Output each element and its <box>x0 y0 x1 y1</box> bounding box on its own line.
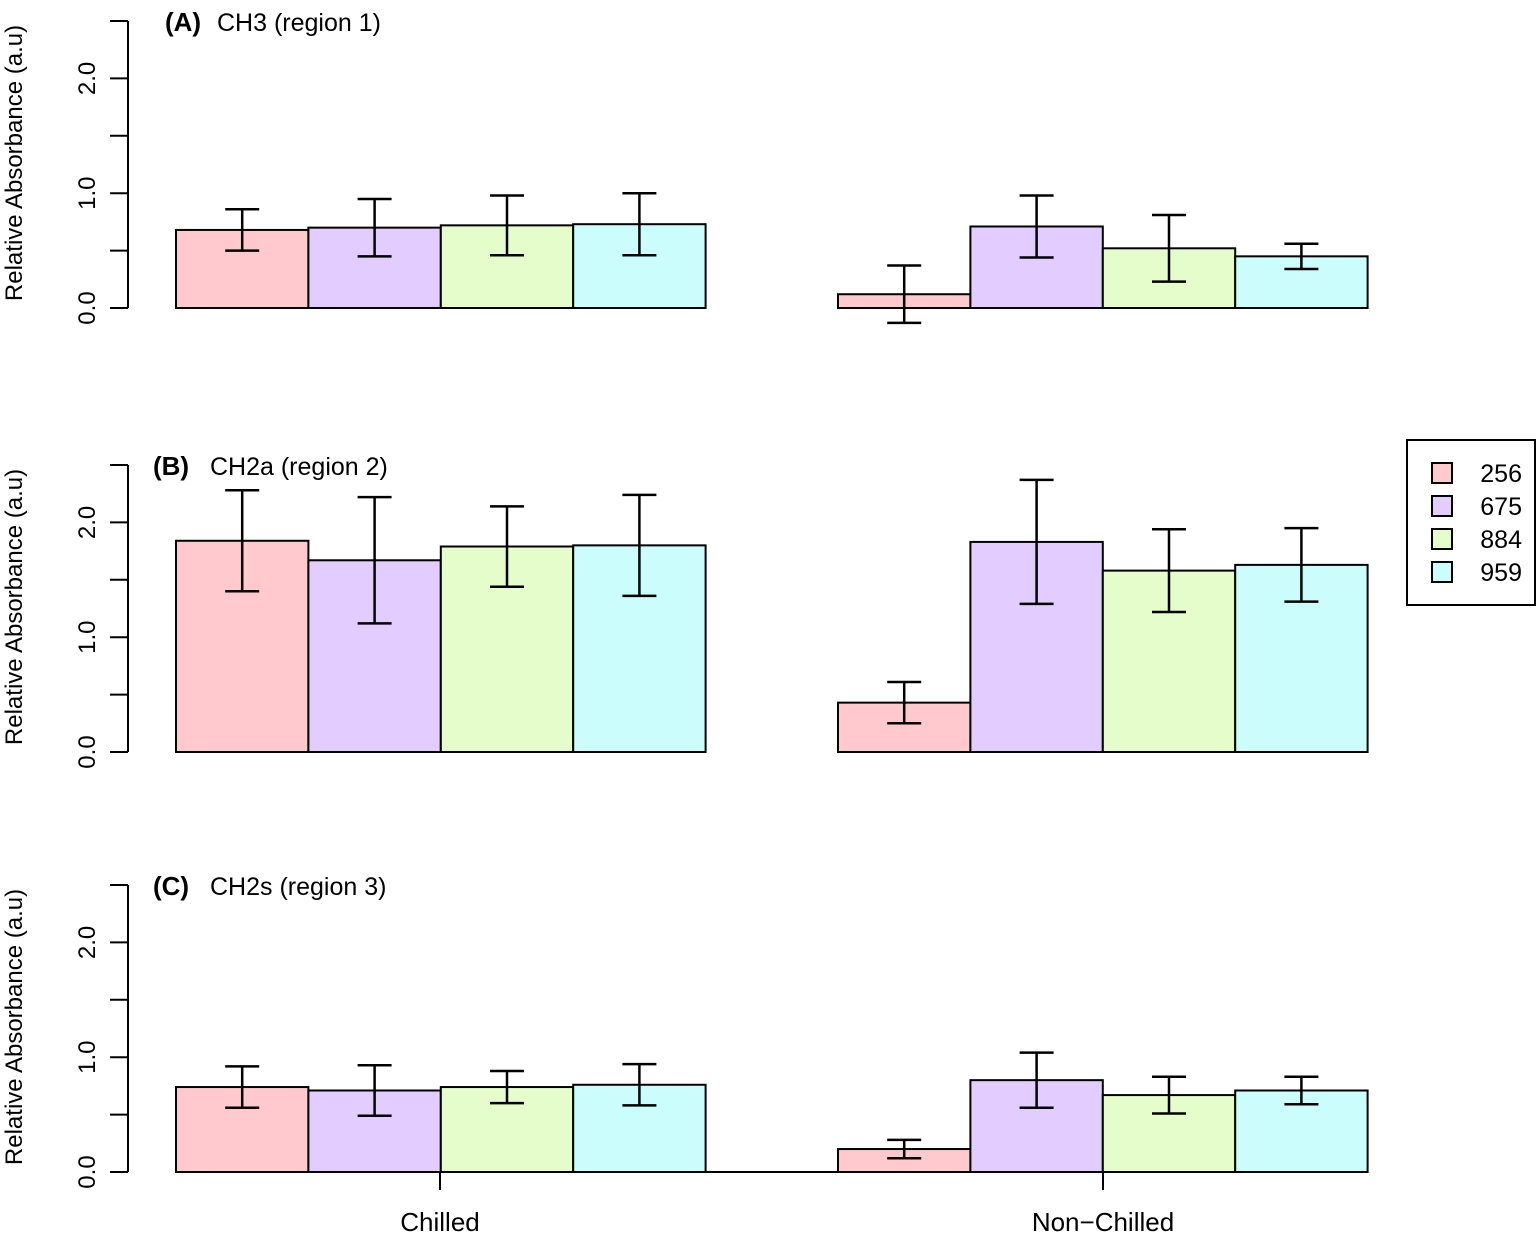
panel-title: CH3 (region 1) <box>217 9 381 37</box>
error-bar-884-non-chilled <box>1152 528 1186 614</box>
legend-box <box>1406 439 1536 606</box>
legend-label-884: 884 <box>1480 526 1522 554</box>
error-bar-675-non-chilled <box>1019 478 1054 606</box>
panel-tag: (C) <box>153 871 189 901</box>
legend-swatch-884 <box>1431 528 1453 550</box>
legend-label-256: 256 <box>1480 460 1522 488</box>
legend-swatch-959 <box>1431 561 1453 583</box>
error-bar-884-chilled <box>490 1069 524 1105</box>
error-bar-256-chilled <box>225 489 260 593</box>
y-tick-label: 1.0 <box>74 1041 101 1074</box>
error-bar-675-non-chilled <box>1019 194 1054 259</box>
panel-tag: (B) <box>153 451 189 481</box>
legend-label-959: 959 <box>1480 559 1522 587</box>
panel-tag: (A) <box>165 7 201 37</box>
y-tick-label: 2.0 <box>74 926 101 959</box>
y-tick-label: 0.0 <box>74 1155 101 1188</box>
error-bar-884-chilled <box>490 194 524 257</box>
y-axis-title: Relative Absorbance (a.u) <box>1 25 28 301</box>
error-bar-884-non-chilled <box>1152 213 1186 283</box>
panel-c: 0.0 1.0 2.0 Relative Absorbance (a.u) (C) CH2… <box>1 871 1369 1237</box>
y-tick-label: 1.0 <box>74 621 101 654</box>
panel-b: 0.0 1.0 2.0 Relative Absorbance (a.u) (B) CH2… <box>1 451 1369 769</box>
error-bar-256-non-chilled <box>887 264 922 325</box>
error-bar-959-non-chilled <box>1284 526 1319 603</box>
y-tick-label: 1.0 <box>74 177 101 210</box>
x-category-label-chilled: Chilled <box>400 1207 480 1237</box>
error-bar-675-chilled <box>357 495 392 625</box>
legend: 256 675 884 959 <box>1406 439 1536 606</box>
error-bar-959-chilled <box>622 493 657 598</box>
error-bar-959-chilled <box>622 1062 657 1107</box>
error-bar-959-non-chilled <box>1284 242 1319 271</box>
error-bar-256-chilled <box>225 208 260 252</box>
bar-959-chilled <box>572 544 707 753</box>
legend-swatch-675 <box>1431 495 1453 517</box>
panel-title: CH2s (region 3) <box>210 873 386 901</box>
y-tick-label: 2.0 <box>74 62 101 95</box>
error-bar-675-non-chilled <box>1019 1051 1054 1109</box>
legend-label-675: 675 <box>1480 493 1522 521</box>
error-bar-884-chilled <box>490 505 524 588</box>
y-axis-title: Relative Absorbance (a.u) <box>1 469 28 745</box>
error-bar-675-chilled <box>357 1063 392 1117</box>
y-axis-title: Relative Absorbance (a.u) <box>1 889 28 1165</box>
y-tick-label: 0.0 <box>74 291 101 324</box>
x-category-label-non-chilled: Non−Chilled <box>1032 1207 1174 1237</box>
y-tick-label: 2.0 <box>74 506 101 539</box>
error-bar-959-chilled <box>622 191 657 257</box>
error-bar-884-non-chilled <box>1152 1075 1186 1115</box>
error-bar-959-non-chilled <box>1284 1075 1319 1106</box>
panel-title: CH2a (region 2) <box>210 453 388 481</box>
error-bar-256-chilled <box>225 1065 260 1109</box>
panel-a: 0.0 1.0 2.0 Relative Absorbance (a.u) (A) CH3… <box>1 7 1369 325</box>
legend-swatch-256 <box>1431 462 1453 484</box>
error-bar-675-chilled <box>357 197 392 258</box>
y-tick-label: 0.0 <box>74 735 101 768</box>
error-bar-256-non-chilled <box>887 680 922 725</box>
error-bar-256-non-chilled <box>887 1138 922 1160</box>
